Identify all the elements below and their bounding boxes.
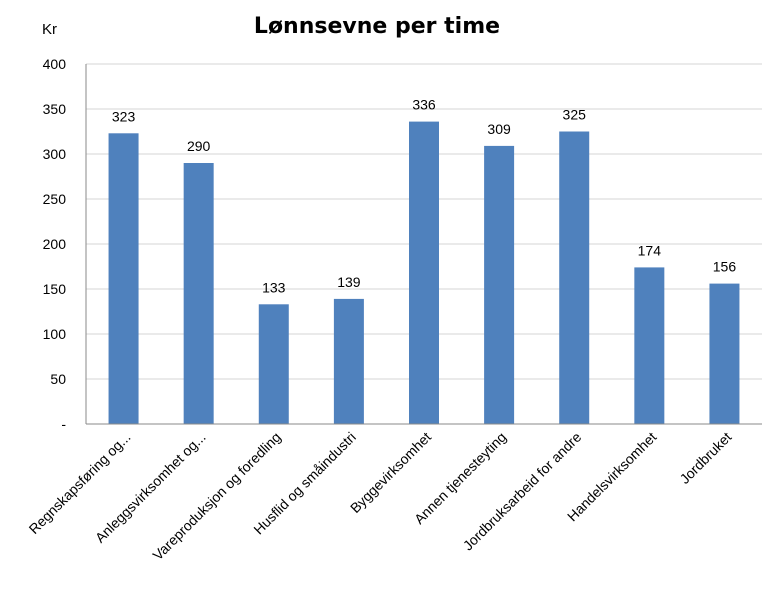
bar-4: [333, 298, 364, 424]
y-tick-label: 100: [43, 326, 67, 342]
y-tick-label: 200: [43, 236, 67, 252]
bar-2: [183, 163, 214, 424]
bar-9: [709, 283, 740, 424]
category-label: Byggevirksomhet: [347, 429, 434, 516]
data-label: 325: [563, 107, 587, 123]
y-tick-label: 300: [43, 146, 67, 162]
data-label: 336: [412, 97, 436, 113]
data-label: 309: [487, 121, 511, 137]
bar-8: [634, 267, 665, 424]
data-label: 139: [337, 274, 361, 290]
y-tick-label: 50: [50, 371, 66, 387]
data-label: 290: [187, 138, 211, 154]
data-label: 156: [713, 259, 737, 275]
bar-1: [108, 133, 139, 425]
category-label: Vareproduksjon og foredling: [149, 429, 283, 563]
y-tick-label: -: [61, 416, 66, 432]
bar-3: [258, 304, 289, 424]
y-axis-unit-label: Kr: [42, 21, 57, 38]
bar-6: [484, 145, 515, 424]
y-tick-label: 400: [43, 56, 67, 72]
y-tick-label: 350: [43, 101, 67, 117]
y-axis-ticks: - 50 100 150 200 250 300 350 400: [43, 56, 67, 432]
bars: [108, 121, 740, 425]
y-tick-label: 250: [43, 191, 67, 207]
bar-5: [409, 121, 439, 424]
bar-7: [559, 131, 590, 424]
data-label: 323: [112, 108, 136, 124]
data-label: 174: [638, 242, 662, 258]
chart-title: Lønnsevne per time: [254, 14, 500, 39]
y-tick-label: 150: [43, 281, 67, 297]
data-label: 133: [262, 279, 286, 295]
data-labels: 323 290 133 139 336 309 325 174 156: [112, 97, 736, 296]
category-labels: Regnskapsføring og...Anleggsvirksomhet o…: [26, 429, 735, 564]
category-label: Jordbruket: [676, 429, 734, 487]
